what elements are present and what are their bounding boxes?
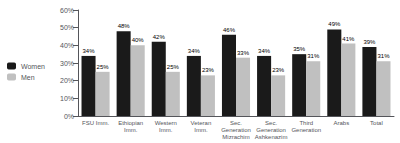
svg-text:Mizrachim: Mizrachim xyxy=(222,134,249,140)
svg-text:25%: 25% xyxy=(97,64,110,70)
svg-text:Imm.: Imm. xyxy=(194,127,208,133)
svg-text:Ashkenazim: Ashkenazim xyxy=(255,134,288,140)
svg-text:Sec.: Sec. xyxy=(230,120,242,126)
svg-text:Women: Women xyxy=(21,63,45,70)
svg-text:0%: 0% xyxy=(64,113,74,120)
svg-text:31%: 31% xyxy=(307,53,320,59)
svg-text:FSU Imm.: FSU Imm. xyxy=(82,120,109,126)
svg-text:Arabs: Arabs xyxy=(333,120,349,126)
svg-text:Imm.: Imm. xyxy=(124,127,138,133)
svg-text:48%: 48% xyxy=(118,23,131,29)
svg-text:Generation: Generation xyxy=(221,127,251,133)
svg-text:35%: 35% xyxy=(293,46,306,52)
svg-text:Imm.: Imm. xyxy=(159,127,173,133)
svg-text:60%: 60% xyxy=(60,7,74,14)
svg-text:34%: 34% xyxy=(258,48,271,54)
svg-text:Sec.: Sec. xyxy=(265,120,277,126)
svg-text:Ethiopian: Ethiopian xyxy=(118,120,143,126)
svg-text:23%: 23% xyxy=(202,67,215,73)
svg-text:10%: 10% xyxy=(60,95,74,102)
svg-text:Total: Total xyxy=(370,120,383,126)
svg-text:49%: 49% xyxy=(328,21,341,27)
svg-text:34%: 34% xyxy=(83,48,96,54)
svg-text:Generation: Generation xyxy=(256,127,286,133)
svg-text:Men: Men xyxy=(21,74,35,81)
svg-text:25%: 25% xyxy=(167,64,180,70)
svg-text:42%: 42% xyxy=(153,34,166,40)
svg-text:30%: 30% xyxy=(60,60,74,67)
svg-text:Veteran: Veteran xyxy=(191,120,212,126)
svg-text:Generation: Generation xyxy=(291,127,321,133)
svg-text:40%: 40% xyxy=(132,37,145,43)
svg-text:39%: 39% xyxy=(363,39,376,45)
svg-text:23%: 23% xyxy=(272,67,285,73)
svg-text:Western: Western xyxy=(155,120,177,126)
svg-text:20%: 20% xyxy=(60,77,74,84)
svg-text:50%: 50% xyxy=(60,24,74,31)
svg-text:40%: 40% xyxy=(60,42,74,49)
svg-text:41%: 41% xyxy=(342,36,355,42)
svg-text:34%: 34% xyxy=(188,48,201,54)
svg-text:33%: 33% xyxy=(237,50,250,56)
svg-text:46%: 46% xyxy=(223,27,236,33)
svg-text:Third: Third xyxy=(299,120,313,126)
svg-text:31%: 31% xyxy=(377,53,390,59)
